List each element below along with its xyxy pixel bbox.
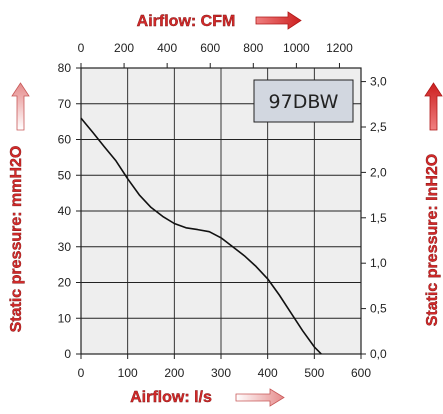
top-tick-label: 0 <box>78 41 85 55</box>
right-axis-ticks: 0,0 0,5 1,0 1,5 2,0 2,5 3,0 <box>361 75 387 361</box>
right-tick-label: 0,5 <box>370 302 387 316</box>
top-axis-title: Airflow: CFM <box>137 13 236 30</box>
model-label-box <box>253 79 354 123</box>
right-arrow-icon <box>424 82 443 131</box>
left-tick-label: 50 <box>58 168 72 182</box>
series-line <box>80 117 322 355</box>
right-tick-label: 1,0 <box>370 256 387 270</box>
right-tick-label: 0,0 <box>370 347 387 361</box>
top-tick-label: 600 <box>200 41 220 55</box>
left-tick-label: 10 <box>58 311 72 325</box>
bottom-tick-label: 0 <box>78 366 85 380</box>
left-tick-label: 20 <box>58 276 72 290</box>
top-tick-label: 1000 <box>283 41 310 55</box>
bottom-tick-label: 500 <box>304 366 324 380</box>
top-tick-label: 400 <box>157 41 177 55</box>
right-axis-title: Static pressure: InH2O <box>424 154 441 327</box>
left-tick-label: 30 <box>58 240 72 254</box>
left-tick-label: 40 <box>58 204 72 218</box>
right-tick-label: 1,5 <box>370 211 387 225</box>
plot-frame <box>80 67 362 355</box>
top-axis-ticks: 0 200 400 600 800 1000 1200 <box>78 41 353 68</box>
grid-lines <box>81 68 361 354</box>
bottom-tick-label: 100 <box>118 366 138 380</box>
left-tick-label: 80 <box>58 61 72 75</box>
left-tick-label: 0 <box>64 347 71 361</box>
bottom-tick-label: 200 <box>164 366 184 380</box>
left-tick-label: 70 <box>58 97 72 111</box>
top-tick-label: 200 <box>114 41 134 55</box>
bottom-axis-title: Airflow: l/s <box>130 389 212 406</box>
left-axis-ticks: 0 10 20 30 40 50 60 70 80 <box>58 61 81 361</box>
right-tick-label: 2,5 <box>370 120 387 134</box>
bottom-tick-label: 600 <box>351 366 371 380</box>
left-arrow-icon <box>11 82 30 131</box>
model-label: 97DBW <box>269 91 339 113</box>
bottom-arrow-icon <box>235 388 285 407</box>
bottom-tick-label: 300 <box>211 366 231 380</box>
top-arrow-icon <box>255 11 302 30</box>
bottom-axis-ticks: 0 100 200 300 400 500 600 <box>78 354 371 380</box>
top-tick-label: 800 <box>243 41 263 55</box>
bottom-tick-label: 400 <box>258 366 278 380</box>
left-tick-label: 60 <box>58 133 72 147</box>
top-tick-label: 1200 <box>326 41 353 55</box>
left-axis-title: Static pressure: mmH2O <box>8 146 25 333</box>
right-tick-label: 3,0 <box>370 75 387 89</box>
right-tick-label: 2,0 <box>370 165 387 179</box>
